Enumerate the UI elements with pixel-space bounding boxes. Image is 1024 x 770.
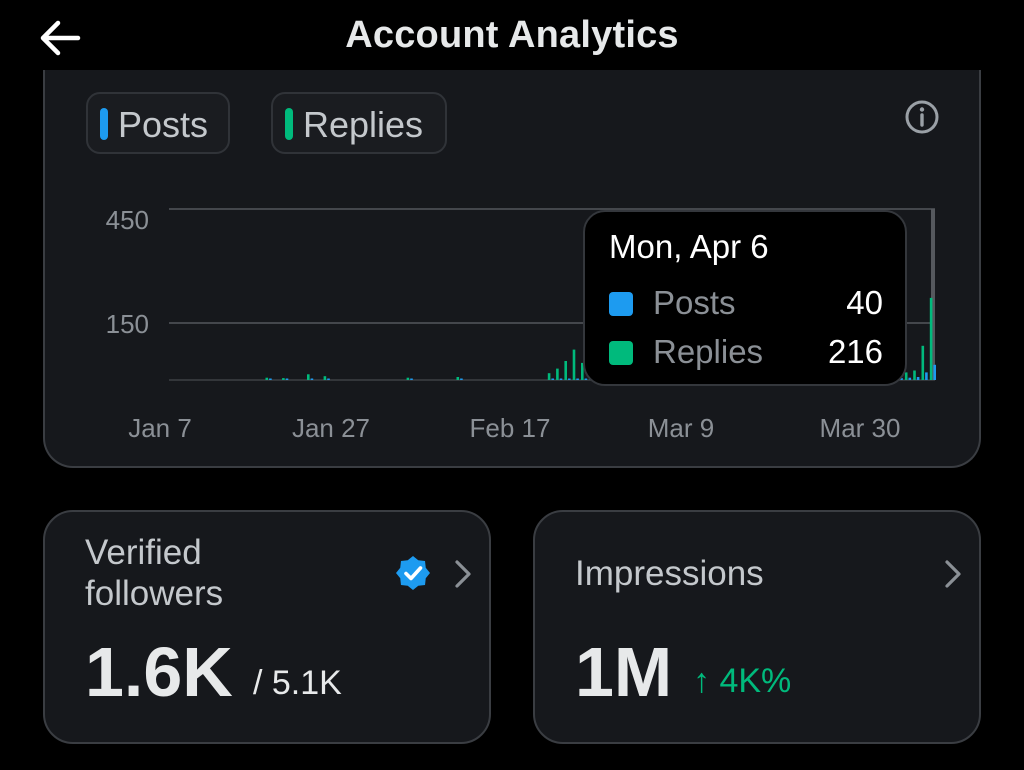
posts-swatch [609,292,633,316]
impressions-value: 1M [575,633,673,711]
posts-bar[interactable] [925,372,928,380]
followers-label-line1: Verified [85,533,202,572]
chart-tooltip: Mon, Apr 6 Posts 40 Replies 216 [583,210,907,386]
replies-bar[interactable] [929,297,933,380]
replies-toggle[interactable]: Replies [271,92,447,154]
posts-swatch [100,108,108,140]
tooltip-replies-row: Replies 216 [609,333,883,373]
replies-bar[interactable] [913,370,916,381]
posts-bar[interactable] [285,378,289,381]
x-tick-label: Mar 9 [648,413,714,443]
followers-label-line2: followers [85,574,224,613]
x-tick-label: Jan 27 [292,413,370,443]
x-tick-label: Feb 17 [470,413,551,443]
info-icon [905,100,939,134]
replies-bar[interactable] [307,374,310,380]
replies-bar[interactable] [547,373,551,380]
verified-badge-icon [396,556,430,590]
replies-bar[interactable] [564,361,567,380]
tooltip-replies-label: Replies [653,333,764,370]
posts-bar[interactable] [551,378,554,381]
activity-chart-card: Posts Replies 450 150 Jan 7 Jan 27 Feb 1… [43,70,981,468]
y-tick-label: 450 [106,205,149,235]
replies-swatch [285,108,293,140]
posts-bar[interactable] [916,377,920,380]
posts-bar[interactable] [933,364,936,380]
info-button[interactable] [903,98,941,136]
tooltip-date: Mon, Apr 6 [609,228,769,265]
x-tick-label: Mar 30 [820,413,901,443]
chevron-right-icon [455,560,471,588]
page-title: Account Analytics [345,14,679,56]
posts-bar[interactable] [327,378,330,381]
replies-bar[interactable] [323,376,327,380]
replies-toggle-label: Replies [303,104,424,145]
tooltip-posts-label: Posts [653,284,736,321]
chevron-right-icon [945,560,961,588]
tooltip-replies-value: 216 [827,333,883,370]
followers-label: Verified followers [85,532,223,614]
replies-bar[interactable] [456,377,460,380]
x-tick-label: Jan 7 [128,413,192,443]
posts-bar[interactable] [559,378,563,381]
posts-bar[interactable] [568,378,571,381]
tooltip-posts-row: Posts 40 [609,284,883,324]
replies-bar[interactable] [904,372,908,380]
posts-bar[interactable] [269,378,272,381]
posts-bar[interactable] [900,378,903,380]
posts-toggle-label: Posts [118,104,209,145]
posts-bar[interactable] [576,378,579,381]
posts-bar[interactable] [584,378,588,381]
posts-bar[interactable] [310,378,314,381]
posts-bar[interactable] [460,378,463,381]
top-bar: Account Analytics [0,0,1024,88]
followers-value: 1.6K [85,633,233,711]
impressions-change: ↑ 4K% [693,662,792,700]
impressions-label: Impressions [575,554,764,593]
arrow-left-icon [40,20,81,56]
replies-bar[interactable] [556,368,559,380]
followers-total: / 5.1K [253,664,342,702]
impressions-card[interactable]: Impressions 1M ↑ 4K% [533,510,981,744]
back-button[interactable] [36,18,84,58]
replies-bar[interactable] [406,377,410,380]
posts-toggle[interactable]: Posts [86,92,230,154]
posts-bar[interactable] [410,378,413,381]
replies-bar[interactable] [265,377,269,380]
replies-bar[interactable] [572,349,576,380]
tooltip-posts-value: 40 [846,284,883,321]
y-tick-label: 150 [106,309,149,339]
replies-bar[interactable] [921,345,925,380]
replies-bar[interactable] [581,362,584,380]
verified-followers-card[interactable]: Verified followers 1.6K / 5.1K [43,510,491,744]
replies-bar[interactable] [282,378,285,380]
posts-bar[interactable] [908,377,912,380]
replies-swatch [609,341,633,365]
